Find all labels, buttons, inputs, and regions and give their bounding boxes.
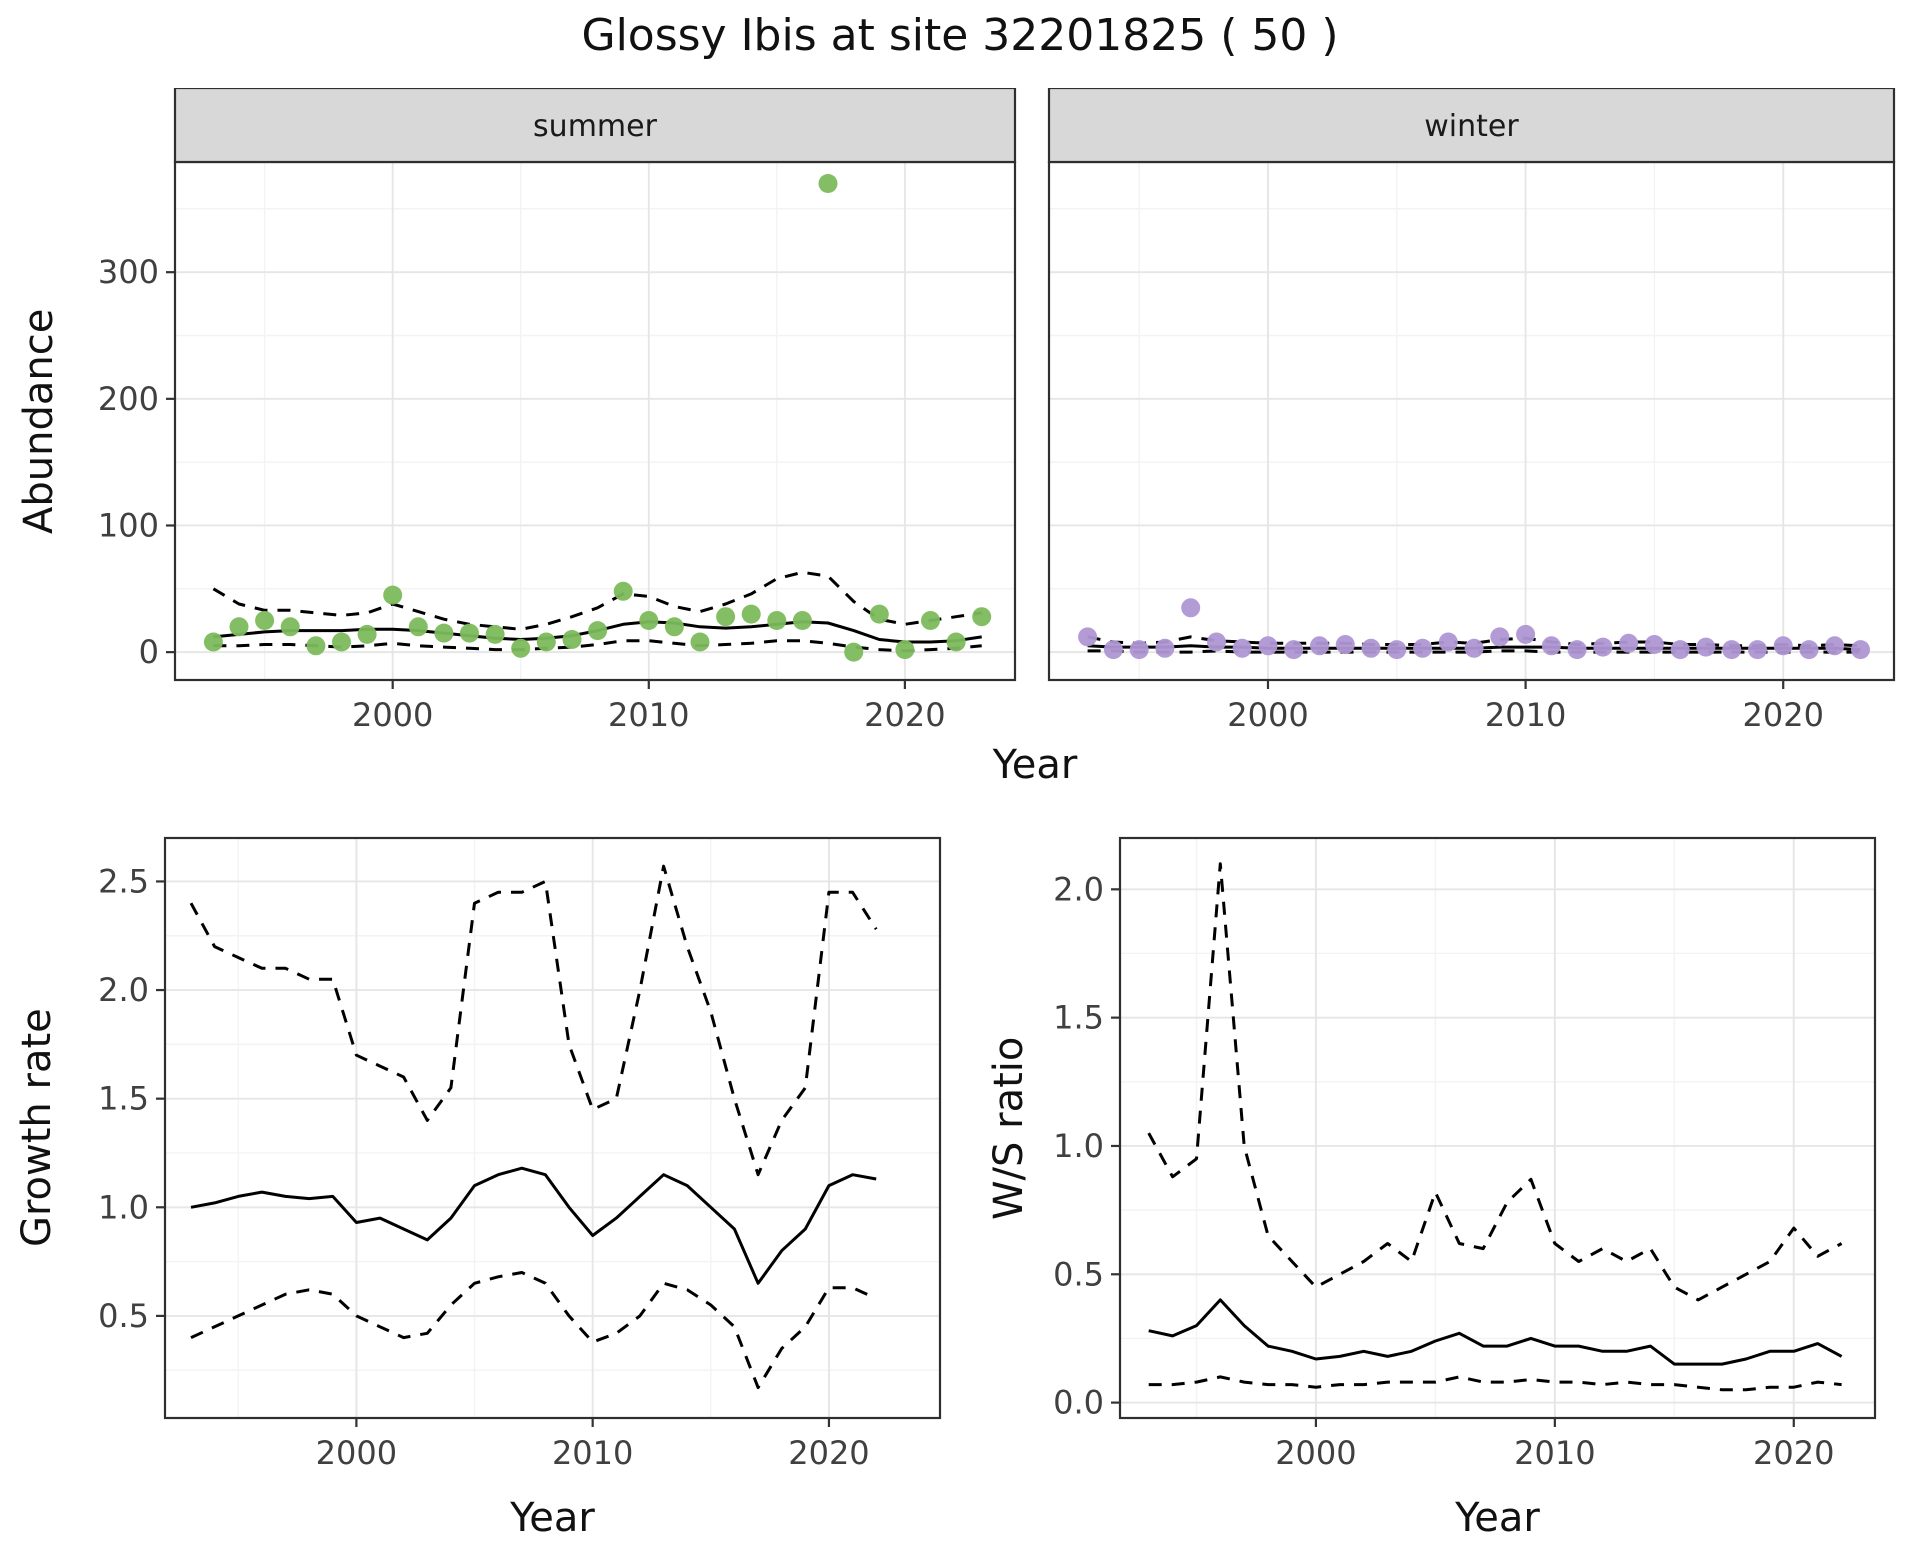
svg-text:0.0: 0.0 (1053, 1384, 1104, 1422)
ws-ratio-panel: 2000 2010 2020 0.0 0.5 1.0 1.5 2.0 (1053, 836, 1877, 1472)
svg-text:summer: summer (533, 109, 658, 144)
svg-text:200: 200 (98, 380, 159, 418)
svg-text:2020: 2020 (788, 1434, 869, 1472)
svg-text:0.5: 0.5 (1053, 1255, 1104, 1293)
svg-text:1.5: 1.5 (1053, 999, 1104, 1037)
svg-text:100: 100 (98, 506, 159, 544)
svg-text:2010: 2010 (552, 1434, 633, 1472)
svg-text:300: 300 (98, 253, 159, 291)
abundance-winter-panel: 2000 2010 2020 winter (1047, 88, 1896, 734)
svg-text:2010: 2010 (1485, 696, 1566, 734)
chart-title: Glossy Ibis at site 32201825 ( 50 ) (581, 10, 1339, 61)
abundance-y-axis-title: Abundance (16, 308, 62, 534)
svg-text:2000: 2000 (1227, 696, 1308, 734)
abundance-summer-panel: 2000 2010 2020 0 100 200 300 summer (98, 88, 1017, 734)
svg-text:2.0: 2.0 (98, 971, 149, 1009)
svg-text:2000: 2000 (1275, 1434, 1356, 1472)
svg-text:1.0: 1.0 (98, 1188, 149, 1226)
growth-rate-panel: 2000 2010 2020 0.5 1.0 1.5 2.0 2.5 (98, 836, 942, 1472)
svg-text:1.5: 1.5 (98, 1080, 149, 1118)
svg-text:2010: 2010 (608, 696, 689, 734)
ws-ratio-y-axis-title: W/S ratio (986, 1036, 1032, 1220)
growth-rate-x-axis-title: Year (510, 1495, 595, 1541)
svg-text:2000: 2000 (352, 696, 433, 734)
svg-text:2000: 2000 (316, 1434, 397, 1472)
svg-text:0: 0 (139, 633, 159, 671)
svg-text:0.5: 0.5 (98, 1297, 149, 1335)
svg-text:2020: 2020 (1753, 1434, 1834, 1472)
abundance-x-axis-title: Year (992, 742, 1078, 788)
svg-text:2.0: 2.0 (1053, 870, 1104, 908)
svg-text:2010: 2010 (1514, 1434, 1595, 1472)
svg-text:2.5: 2.5 (98, 862, 149, 900)
growth-rate-y-axis-title: Growth rate (14, 1008, 60, 1248)
ws-ratio-x-axis-title: Year (1455, 1495, 1540, 1541)
svg-text:1.0: 1.0 (1053, 1127, 1104, 1165)
svg-text:2020: 2020 (1743, 696, 1824, 734)
svg-text:2020: 2020 (864, 696, 945, 734)
svg-text:winter: winter (1424, 109, 1519, 144)
